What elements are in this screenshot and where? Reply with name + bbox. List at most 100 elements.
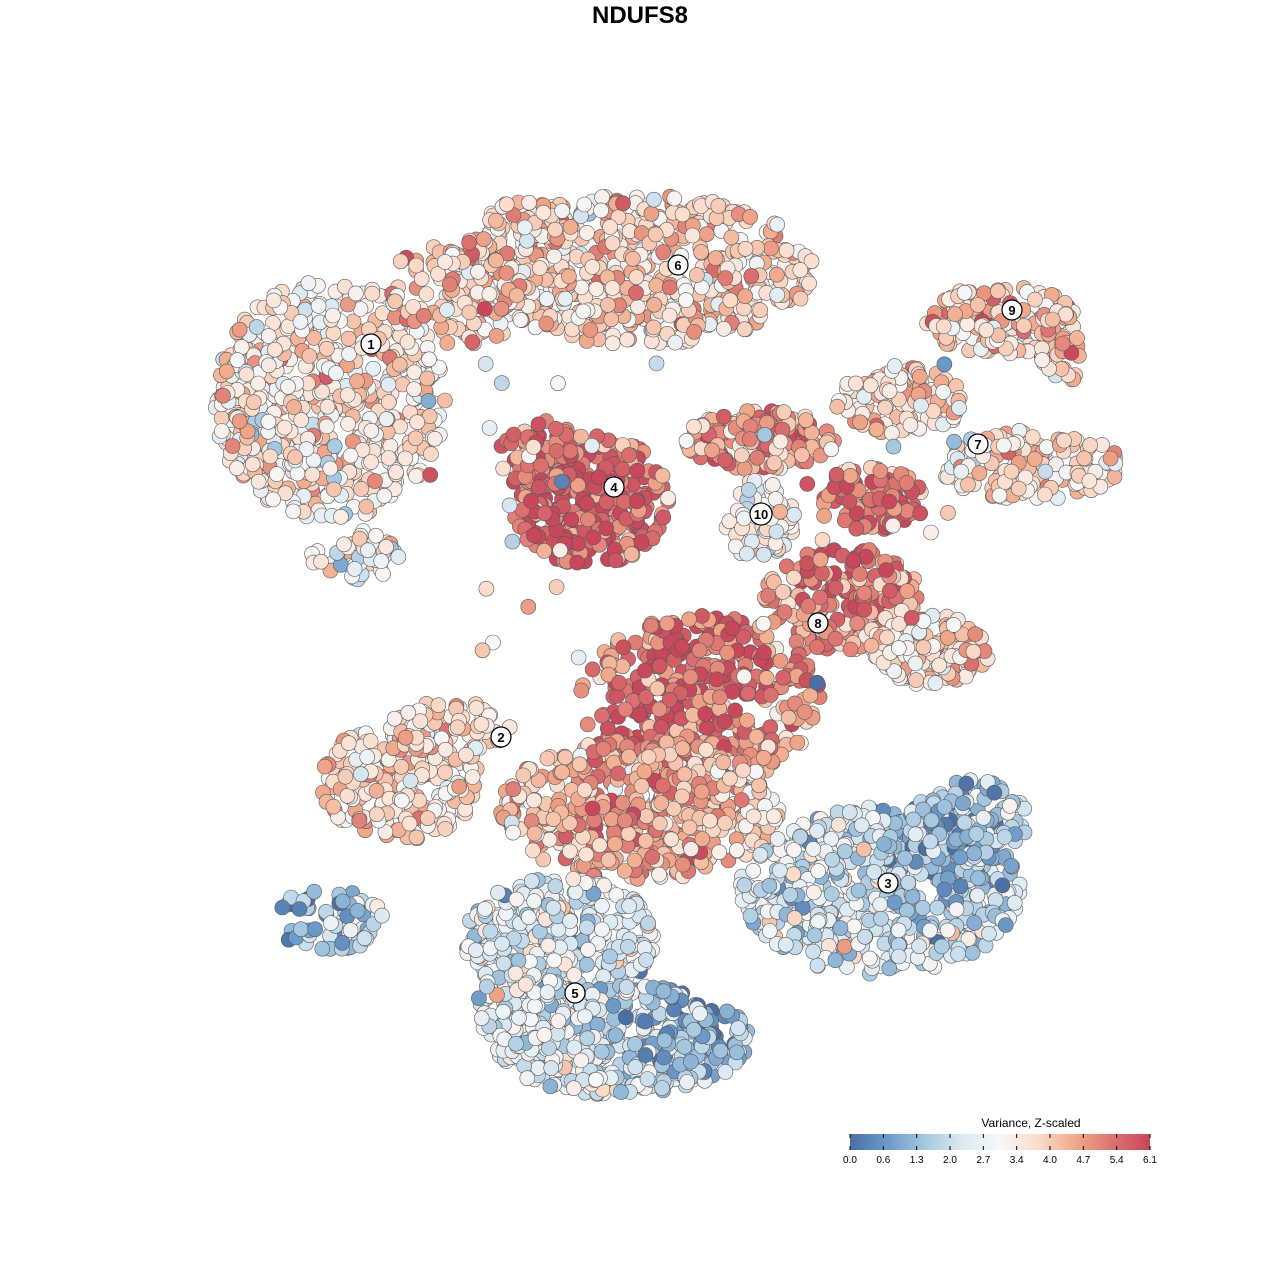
data-point (376, 487, 393, 504)
data-point (902, 417, 919, 433)
data-point (584, 661, 601, 678)
data-point (244, 456, 261, 473)
data-point (877, 399, 893, 416)
data-point (809, 639, 825, 655)
data-point (409, 414, 426, 431)
data-point (756, 644, 772, 661)
data-point (493, 300, 510, 317)
data-point (1037, 463, 1054, 480)
data-point (523, 493, 539, 509)
data-point (812, 589, 829, 606)
data-point (966, 845, 983, 862)
data-point (604, 280, 621, 296)
data-point (386, 710, 403, 727)
data-point (631, 706, 648, 723)
data-point (881, 493, 898, 510)
data-point (698, 741, 714, 758)
data-point (908, 672, 924, 688)
data-point (803, 253, 820, 270)
data-point (353, 481, 369, 497)
data-point (562, 219, 579, 235)
data-point (782, 887, 799, 903)
data-point (1102, 450, 1119, 467)
data-point (775, 584, 791, 600)
data-point (408, 257, 425, 274)
data-point (569, 554, 586, 571)
data-point (367, 473, 383, 489)
data-point (515, 767, 532, 784)
data-point (313, 553, 329, 570)
data-point (314, 383, 331, 400)
data-point (900, 874, 917, 891)
data-point (749, 449, 766, 466)
data-point (699, 719, 715, 736)
data-point (898, 475, 915, 491)
data-point (847, 375, 864, 392)
data-point (402, 773, 419, 789)
data-point (929, 899, 946, 916)
data-point (604, 335, 621, 352)
data-point (890, 922, 907, 939)
data-point (488, 212, 504, 229)
data-point (655, 777, 671, 794)
data-point (682, 669, 699, 685)
data-point (964, 944, 981, 961)
data-point (733, 792, 750, 808)
data-point (768, 266, 785, 283)
data-point (576, 782, 593, 798)
data-point (837, 843, 853, 860)
data-point (548, 420, 564, 437)
data-point (552, 542, 569, 559)
data-point (617, 701, 634, 718)
data-point (505, 781, 522, 797)
data-point (663, 831, 680, 848)
data-point (1034, 352, 1050, 368)
data-point (1037, 486, 1053, 503)
data-point (419, 810, 436, 827)
data-point (812, 551, 829, 568)
data-point (904, 888, 921, 905)
data-point (347, 285, 364, 302)
data-point (368, 806, 385, 823)
data-point (740, 482, 757, 498)
data-point (536, 543, 553, 559)
data-point (449, 719, 466, 736)
data-point (602, 219, 618, 235)
data-point (853, 817, 870, 834)
data-point (948, 901, 965, 918)
data-point (421, 408, 438, 425)
data-point (508, 287, 525, 304)
data-point (704, 442, 720, 459)
data-point (785, 866, 802, 883)
data-point (458, 747, 474, 763)
data-point (526, 792, 542, 809)
data-point (300, 275, 317, 292)
data-point (848, 520, 865, 537)
data-point (526, 527, 542, 544)
data-point (711, 844, 728, 861)
data-point (614, 658, 631, 675)
data-point (1010, 480, 1027, 497)
data-point (464, 334, 481, 350)
data-point (724, 620, 741, 637)
data-point (661, 307, 678, 324)
data-point (755, 546, 772, 563)
data-point (997, 917, 1014, 933)
data-point (245, 394, 262, 411)
data-point (1024, 429, 1041, 445)
data-point (415, 307, 432, 324)
data-point (451, 778, 468, 795)
data-point (388, 464, 404, 481)
data-point (378, 539, 394, 555)
data-point (615, 195, 631, 212)
data-point (621, 447, 637, 463)
data-point (598, 494, 615, 511)
data-point (967, 626, 984, 642)
data-point (1044, 311, 1061, 328)
data-point (809, 957, 826, 974)
data-point (686, 323, 703, 340)
data-point (563, 511, 580, 528)
data-point (848, 505, 865, 522)
data-point (849, 615, 866, 632)
data-point (498, 196, 515, 213)
